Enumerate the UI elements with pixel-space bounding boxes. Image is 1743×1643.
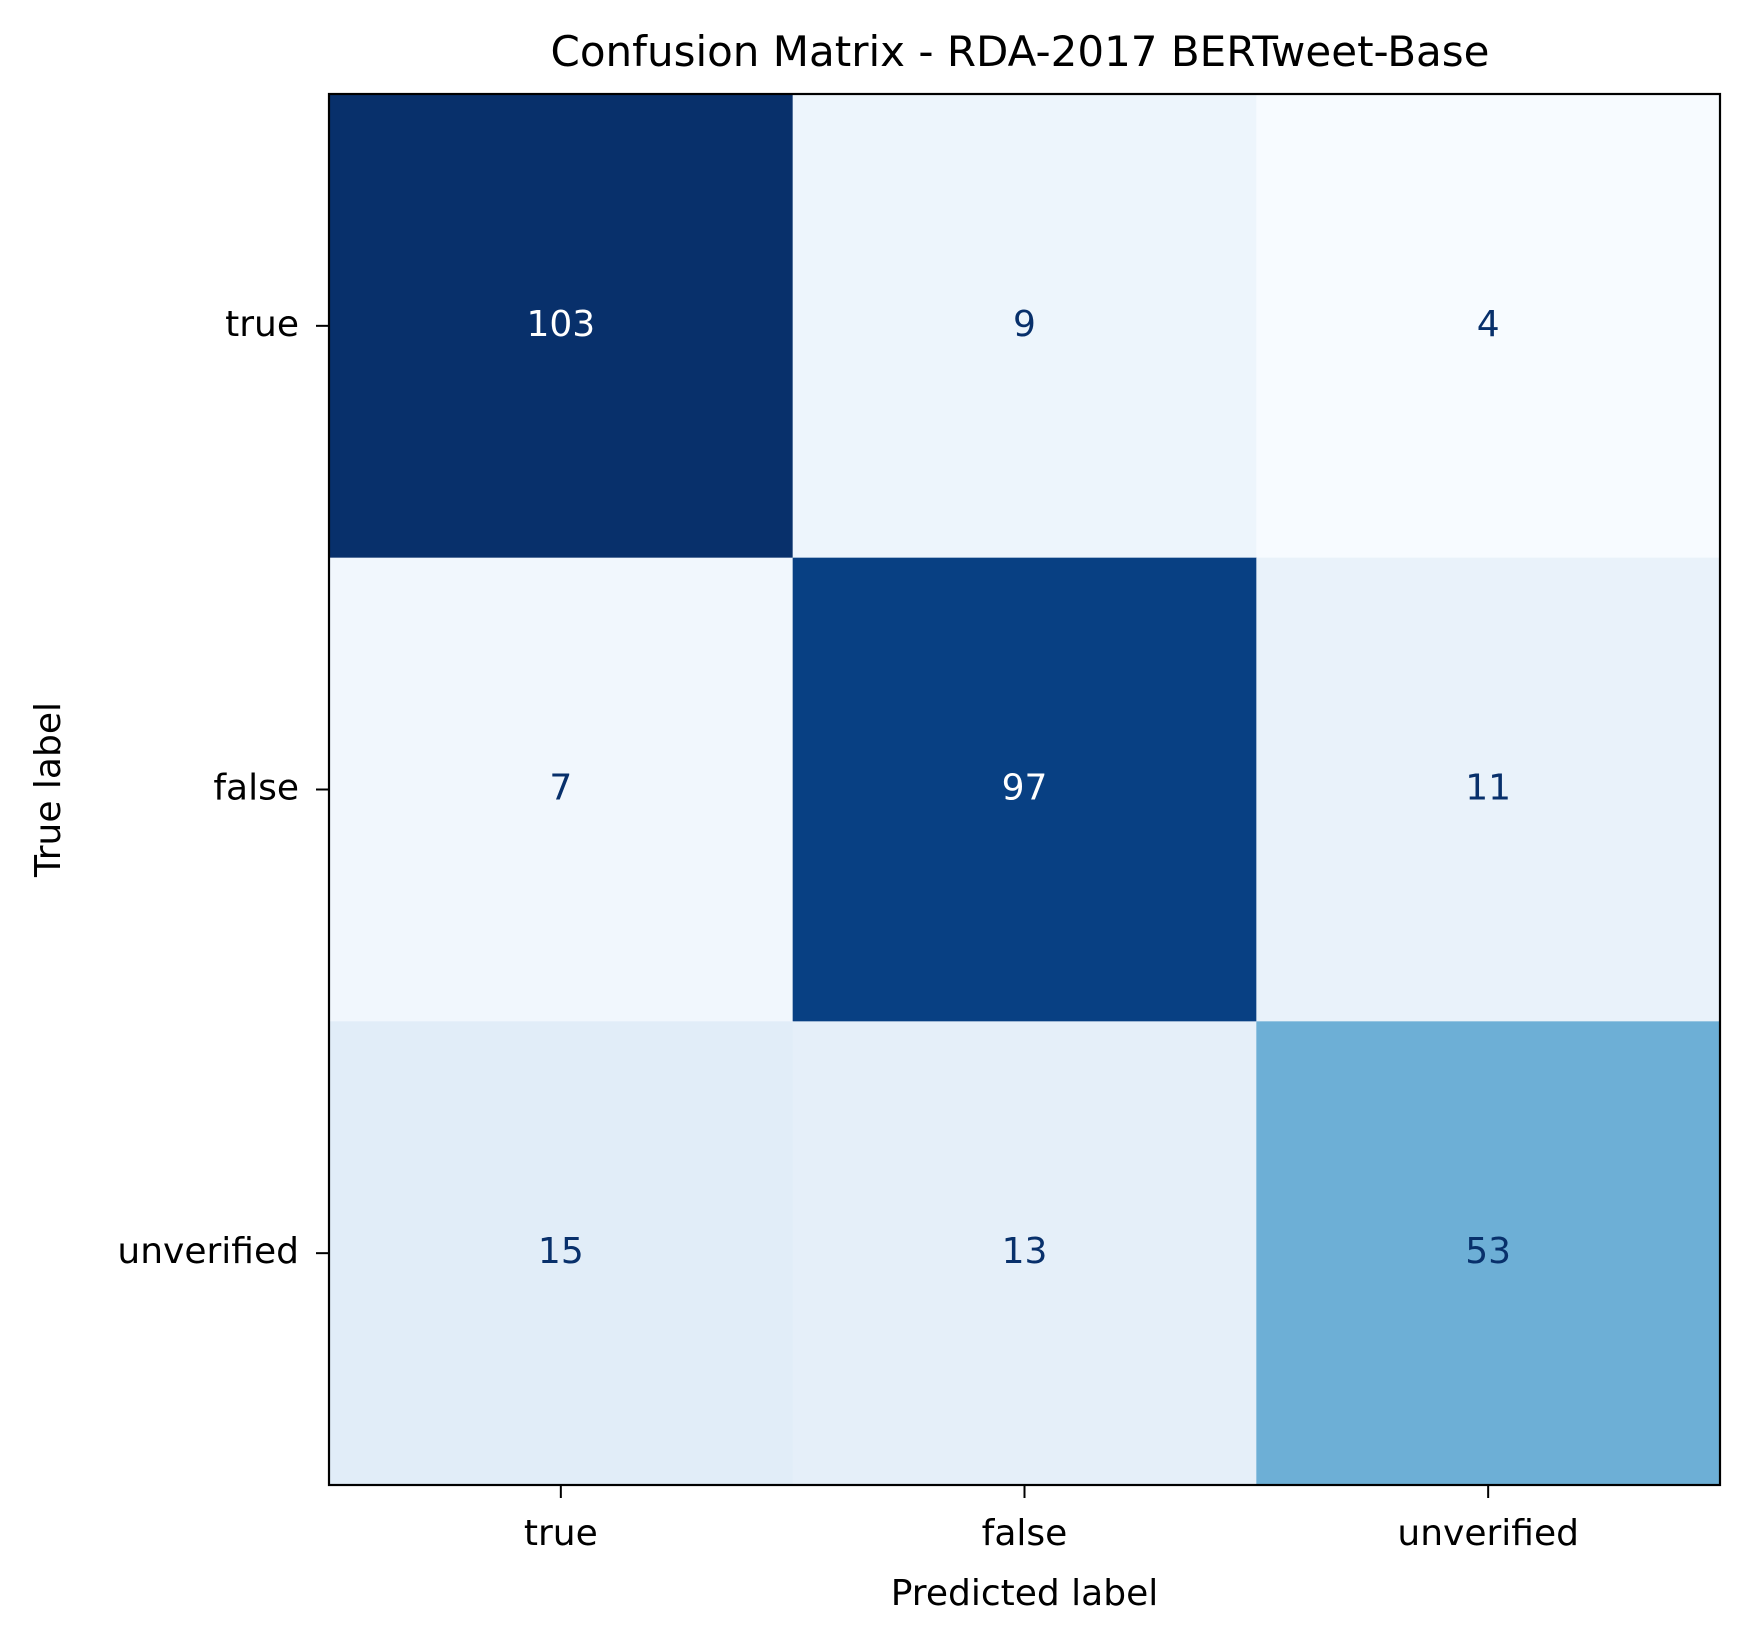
heatmap-cell-value: 13 [1002, 1231, 1048, 1272]
heatmap-cell [792, 94, 1257, 559]
heatmap-cell-value: 15 [538, 1231, 584, 1272]
x-tick-label: true [524, 1513, 598, 1554]
heatmap-cell [792, 557, 1257, 1022]
heatmap-cell [329, 557, 794, 1022]
heatmap-cell-value: 9 [1013, 304, 1036, 345]
x-tick-label: unverified [1397, 1513, 1579, 1554]
heatmap-cell-value: 11 [1465, 768, 1511, 809]
y-axis-label: True label [28, 702, 69, 878]
heatmap-cell-value: 4 [1477, 304, 1500, 345]
heatmap-cell [1256, 94, 1721, 559]
y-tick-label: true [225, 304, 299, 345]
x-axis-label: Predicted label [891, 1573, 1159, 1614]
heatmap-cell-value: 53 [1465, 1231, 1511, 1272]
heatmap-cell [329, 1021, 794, 1486]
y-axis-ticks: true false unverified [117, 304, 329, 1272]
heatmap-cell [1256, 557, 1721, 1022]
x-tick-label: false [982, 1513, 1068, 1554]
heatmap-cell [792, 1021, 1257, 1486]
heatmap-cell-labels: 103 9 4 7 97 11 15 13 53 [526, 304, 1511, 1272]
y-tick-label: false [213, 768, 299, 809]
y-tick-label: unverified [117, 1231, 299, 1272]
heatmap-cell [329, 94, 794, 559]
heatmap-cell-value: 97 [1002, 768, 1048, 809]
heatmap-cell-value: 103 [526, 304, 595, 345]
x-axis-ticks: true false unverified [524, 1485, 1579, 1554]
heatmap-cell-value: 7 [549, 768, 572, 809]
heatmap-cell [1256, 1021, 1721, 1486]
heatmap-cells [329, 94, 1721, 1486]
chart-title: Confusion Matrix - RDA-2017 BERTweet-Bas… [551, 27, 1490, 76]
